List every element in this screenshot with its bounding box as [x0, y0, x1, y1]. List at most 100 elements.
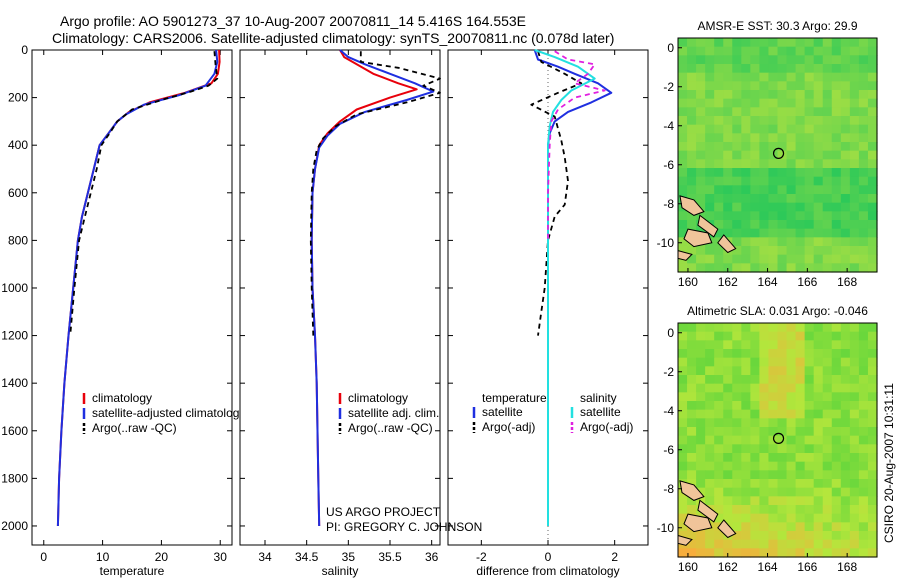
heat-cell — [831, 64, 842, 74]
heat-cell — [696, 392, 706, 402]
heat-cell — [714, 487, 724, 497]
heat-cell — [786, 548, 797, 558]
heat-cell — [768, 496, 779, 506]
heat-cell — [678, 409, 688, 419]
heat-cell — [786, 228, 797, 238]
heat-cell — [759, 254, 770, 264]
heat-cell — [705, 254, 715, 264]
heat-cell — [786, 461, 797, 471]
heat-cell — [705, 98, 715, 108]
heat-cell — [867, 427, 878, 437]
heat-cell — [759, 64, 770, 74]
heat-cell — [840, 366, 851, 376]
heat-cell — [795, 487, 806, 497]
heat-cell — [831, 531, 842, 541]
heat-cell — [768, 237, 779, 247]
heat-cell — [795, 418, 806, 428]
heat-cell — [696, 548, 706, 558]
heat-cell — [777, 72, 788, 82]
heat-cell — [822, 453, 833, 463]
heat-cell — [840, 340, 851, 350]
heat-cell — [858, 323, 869, 333]
heat-cell — [786, 133, 797, 143]
heat-cell — [768, 194, 779, 204]
heat-cell — [804, 461, 815, 471]
heat-cell — [831, 176, 842, 186]
heat-cell — [732, 479, 742, 489]
heat-cell — [696, 142, 706, 152]
heat-cell — [714, 453, 724, 463]
heat-cell — [804, 340, 815, 350]
heat-cell — [714, 228, 724, 238]
heat-cell — [714, 418, 724, 428]
heat-cell — [849, 64, 860, 74]
heat-cell — [759, 98, 770, 108]
heat-cell — [813, 64, 824, 74]
heat-cell — [759, 150, 770, 160]
heat-cell — [831, 453, 842, 463]
heat-cell — [786, 124, 797, 134]
heat-cell — [840, 357, 851, 367]
heat-cell — [750, 55, 761, 65]
heat-cell — [813, 124, 824, 134]
heat-cell — [696, 323, 706, 333]
heat-cell — [732, 202, 742, 212]
heat-cell — [723, 357, 733, 367]
heat-cell — [768, 427, 779, 437]
heat-cell — [867, 211, 878, 221]
heat-cell — [786, 539, 797, 549]
heat-cell — [858, 98, 869, 108]
heat-cell — [804, 81, 815, 91]
heat-cell — [705, 496, 715, 506]
heat-cell — [795, 176, 806, 186]
heat-cell — [741, 470, 751, 480]
heat-cell — [759, 228, 770, 238]
heat-cell — [804, 159, 815, 169]
heat-cell — [795, 357, 806, 367]
heat-cell — [849, 383, 860, 393]
heat-cell — [813, 453, 824, 463]
heat-cell — [777, 427, 788, 437]
heat-cell — [768, 409, 779, 419]
heat-cell — [759, 487, 770, 497]
heat-cell — [858, 142, 869, 152]
heat-cell — [678, 375, 688, 385]
heat-cell — [804, 263, 815, 273]
heat-cell — [867, 124, 878, 134]
heat-cell — [696, 375, 706, 385]
y-tick-label: 0 — [667, 326, 674, 340]
heat-cell — [867, 254, 878, 264]
heat-cell — [678, 548, 688, 558]
heat-cell — [786, 340, 797, 350]
heat-cell — [741, 340, 751, 350]
heat-cell — [840, 263, 851, 273]
heat-cell — [840, 228, 851, 238]
heat-cell — [822, 220, 833, 230]
heat-cell — [750, 487, 761, 497]
heat-cell — [840, 505, 851, 515]
heat-cell — [732, 159, 742, 169]
heat-cell — [723, 72, 733, 82]
heat-cell — [741, 159, 751, 169]
heat-cell — [840, 64, 851, 74]
heat-cell — [858, 392, 869, 402]
heat-cell — [759, 185, 770, 195]
heat-cell — [696, 133, 706, 143]
heat-cell — [840, 375, 851, 385]
heat-cell — [822, 461, 833, 471]
heat-cell — [858, 220, 869, 230]
heat-cell — [687, 340, 697, 350]
heat-cell — [687, 505, 697, 515]
heat-cell — [750, 366, 761, 376]
heat-cell — [777, 513, 788, 523]
heat-cell — [813, 133, 824, 143]
y-tick-label: 200 — [8, 91, 28, 105]
y-tick-label: -6 — [663, 443, 674, 457]
heat-cell — [849, 263, 860, 273]
heat-cell — [804, 505, 815, 515]
heat-cell — [678, 81, 688, 91]
heat-cell — [786, 357, 797, 367]
heat-cell — [786, 107, 797, 117]
sla_map-frame — [677, 322, 878, 558]
heat-cell — [687, 133, 697, 143]
